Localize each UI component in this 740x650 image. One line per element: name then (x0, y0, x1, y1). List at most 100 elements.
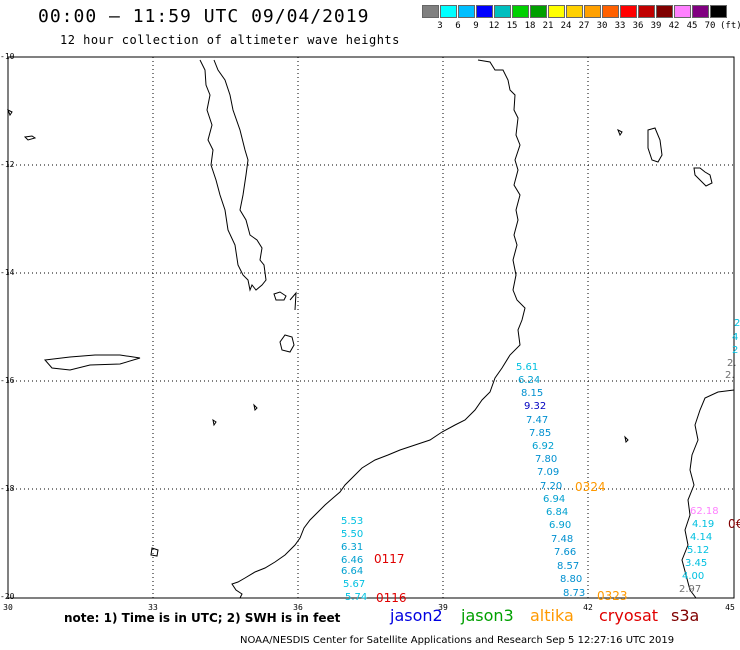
lon-label: 30 (3, 603, 13, 612)
wave-height-value: 7.85 (529, 428, 552, 439)
scale-label: 30 (596, 21, 608, 31)
grid-lines (8, 57, 734, 598)
wave-height-value: 4.19 (692, 519, 715, 530)
wave-height-value: 9.32 (524, 401, 547, 412)
lake-chilwa (279, 334, 295, 353)
wave-height-value: 7.48 (551, 534, 574, 545)
scale-swatch (674, 5, 691, 18)
edge-value: 2 (732, 345, 739, 356)
scale-label: 36 (632, 21, 644, 31)
scale-label: 12 (488, 21, 500, 31)
lat-label: -16 (0, 376, 15, 385)
wave-height-value: 6.46 (341, 555, 364, 566)
scale-swatch (422, 5, 439, 18)
lon-label: 33 (148, 603, 158, 612)
scale-label: 39 (650, 21, 662, 31)
scale-label: 6 (455, 21, 461, 31)
comoros-island-a (647, 127, 663, 163)
lon-label: 39 (438, 603, 448, 612)
satellite-legend-s3a: s3a (671, 606, 700, 625)
scale-label: 15 (506, 21, 518, 31)
lake-malawi-south (273, 291, 287, 301)
wave-height-value: 2.97 (679, 584, 702, 595)
wave-height-value: 7.80 (535, 454, 558, 465)
small-lake-c (289, 291, 297, 311)
small-lake-g (150, 547, 159, 557)
scale-swatch (638, 5, 655, 18)
wave-height-value: 6.92 (532, 441, 555, 452)
wave-height-value: 5.12 (687, 545, 710, 556)
scale-swatch (692, 5, 709, 18)
small-lake-f (624, 435, 629, 444)
scale-label: 18 (524, 21, 536, 31)
scale-label: 42 (668, 21, 680, 31)
map-frame (7, 56, 735, 599)
scale-label: 33 (614, 21, 626, 31)
small-lake-d (253, 403, 258, 412)
units-note: note: 1) Time is in UTC; 2) SWH is in fe… (64, 611, 341, 625)
wave-height-value: 5.50 (341, 529, 364, 540)
scale-label: 24 (560, 21, 572, 31)
scale-swatch (566, 5, 583, 18)
wave-height-value: 6.90 (549, 520, 572, 531)
wave-height-value: 8.57 (557, 561, 580, 572)
wave-height-value: 62.18 (690, 506, 719, 517)
wave-height-value: 8.80 (560, 574, 583, 585)
scale-swatch (440, 5, 457, 18)
edge-value: 2 (734, 318, 740, 329)
lat-label: -20 (0, 592, 15, 601)
scale-swatch (512, 5, 529, 18)
scale-label: 70 (704, 21, 716, 31)
lon-label: 45 (725, 603, 735, 612)
comoros-island-c (617, 128, 623, 137)
scale-label: 45 (686, 21, 698, 31)
lat-label: -18 (0, 484, 15, 493)
edge-value: 2. (727, 358, 737, 369)
pass-number: 0117 (374, 552, 405, 566)
scale-swatch (620, 5, 637, 18)
wave-height-value: 4.00 (682, 571, 705, 582)
pass-number: 0323 (597, 589, 628, 603)
scale-swatch (656, 5, 673, 18)
wave-height-value: 7.66 (554, 547, 577, 558)
wave-height-value: 6.24 (518, 375, 541, 386)
madagascar-coast (681, 389, 735, 599)
scale-swatch (584, 5, 601, 18)
wave-height-value: 6.94 (543, 494, 566, 505)
wave-height-value: 5.61 (516, 362, 539, 373)
satellite-legend-cryosat: cryosat (599, 606, 659, 625)
wave-height-value: 5.74 (345, 592, 368, 603)
scale-swatch (710, 5, 727, 18)
lat-label: -12 (0, 160, 15, 169)
lat-label: -10 (0, 52, 15, 61)
comoros-island-b (693, 167, 713, 187)
scale-swatch (494, 5, 511, 18)
scale-label: 3 (437, 21, 443, 31)
scale-label: 21 (542, 21, 554, 31)
lon-label: 36 (293, 603, 303, 612)
map-title: 00:00 – 11:59 UTC 09/04/2019 (38, 6, 370, 27)
lon-label: 42 (583, 603, 593, 612)
wave-height-value: 6.84 (546, 507, 569, 518)
scale-label: 27 (578, 21, 590, 31)
coastlines (7, 59, 735, 599)
wave-height-value: 7.47 (526, 415, 549, 426)
wave-height-value: 3.45 (685, 558, 708, 569)
wave-height-value: 8.15 (521, 388, 544, 399)
satellite-legend-jason3: jason3 (461, 606, 514, 625)
wave-height-value: 6.64 (341, 566, 364, 577)
lat-label: -14 (0, 268, 15, 277)
wave-height-value: 7.20 (540, 481, 563, 492)
satellite-legend-altika: altika (530, 606, 574, 625)
pass-number: 0324 (575, 480, 606, 494)
map-subtitle: 12 hour collection of altimeter wave hei… (60, 33, 400, 47)
mozambique-coast (231, 59, 526, 599)
pass-number: 0€ (728, 517, 740, 531)
scale-unit: (ft) (720, 21, 740, 31)
wave-height-value: 5.67 (343, 579, 366, 590)
credit-line: NOAA/NESDIS Center for Satellite Applica… (240, 635, 675, 646)
scale-swatch (476, 5, 493, 18)
edge-value: 2. (725, 370, 735, 381)
wave-height-value: 8.73 (563, 588, 586, 599)
